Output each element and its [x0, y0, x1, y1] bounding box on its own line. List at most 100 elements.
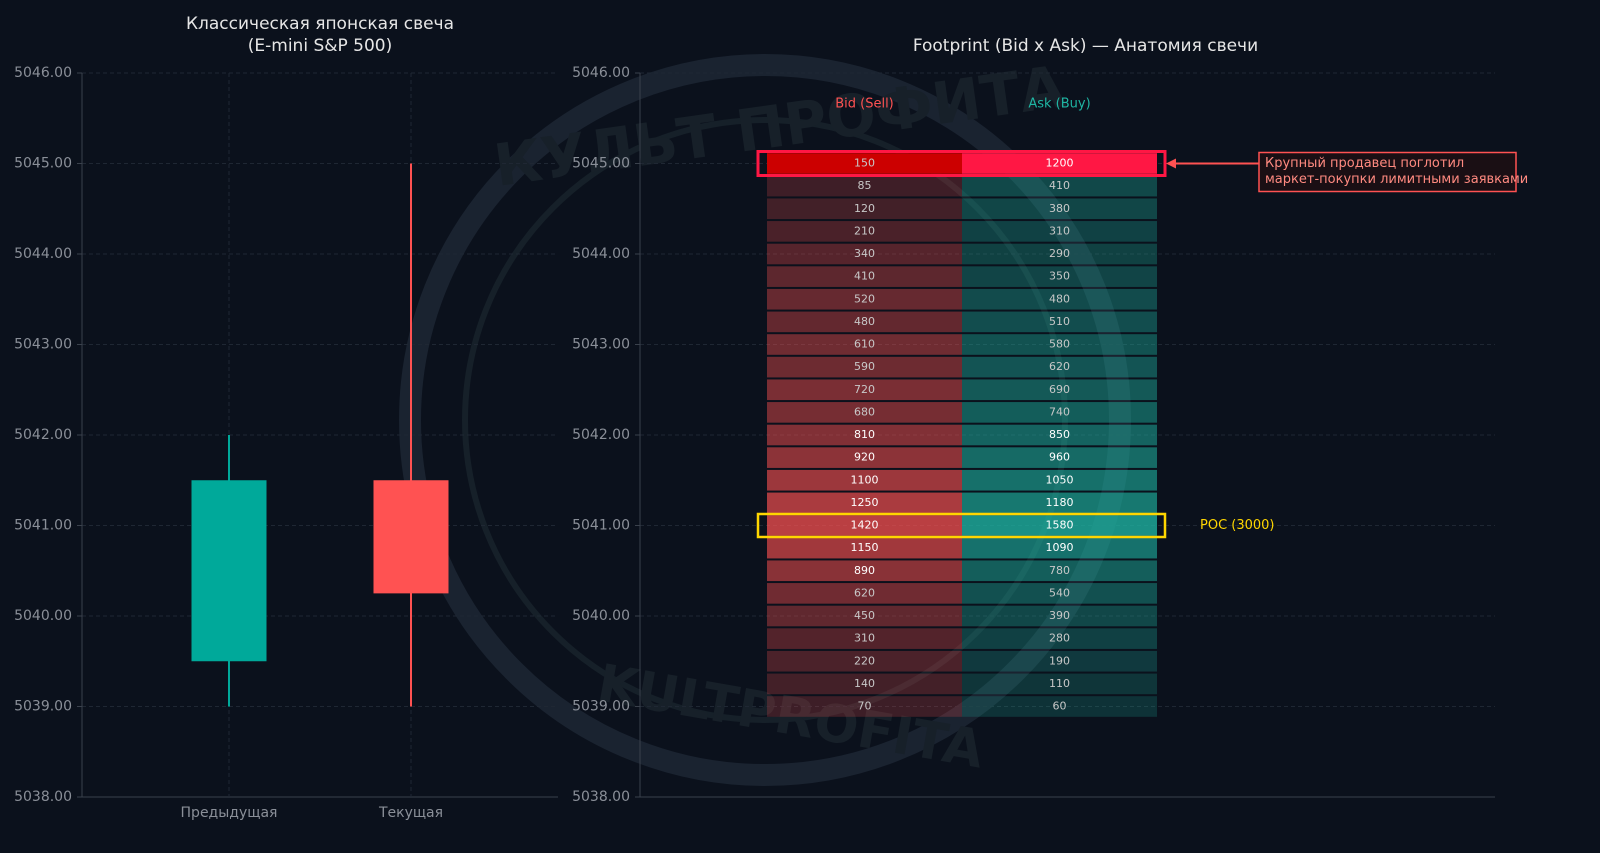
- footprint-cell: [962, 696, 1157, 717]
- y-tick-label: 5042.00: [14, 427, 72, 443]
- footprint-cell: [962, 537, 1157, 559]
- footprint-cell: [962, 469, 1157, 491]
- footprint-cell: [767, 221, 962, 242]
- cell-label: 210: [854, 224, 875, 237]
- y-tick-label: 5039.00: [14, 699, 72, 715]
- footprint-cell: [962, 243, 1157, 265]
- footprint-cell: [767, 583, 962, 604]
- footprint-cell: [767, 447, 962, 468]
- footprint-cell: [767, 560, 962, 582]
- cell-label: 1100: [851, 473, 879, 486]
- cell-label: 1180: [1046, 496, 1074, 509]
- y-tick-label: 5042.00: [572, 427, 630, 443]
- y-tick-label: 5045.00: [14, 156, 72, 172]
- y-tick-label: 5044.00: [572, 246, 630, 262]
- cell-label: 920: [854, 451, 875, 464]
- cell-label: 70: [858, 700, 872, 713]
- footprint-cell: [767, 492, 962, 514]
- cell-label: 810: [854, 428, 875, 441]
- footprint-cell: [767, 650, 962, 672]
- footprint-cell: [767, 605, 962, 627]
- footprint-cell: [767, 311, 962, 333]
- footprint-cell: [767, 379, 962, 401]
- footprint-cell: [767, 266, 962, 287]
- x-tick-label: Текущая: [378, 805, 443, 821]
- footprint-cell: [962, 492, 1157, 514]
- cell-label: 310: [1049, 224, 1070, 237]
- cell-label: 290: [1049, 247, 1070, 260]
- cell-label: 1420: [851, 519, 879, 532]
- footprint-cell: [962, 221, 1157, 242]
- cell-label: 690: [1049, 383, 1070, 396]
- y-tick-label: 5045.00: [572, 156, 630, 172]
- footprint-cell: [767, 175, 962, 197]
- cell-label: 1150: [851, 541, 879, 554]
- chart-title: Классическая японская свеча: [186, 14, 454, 34]
- footprint-cell: [962, 356, 1157, 378]
- cell-label: 1250: [851, 496, 879, 509]
- cell-label: 890: [854, 564, 875, 577]
- footprint-cell: [962, 515, 1157, 536]
- footprint-cell: [767, 469, 962, 491]
- footprint-cell: [962, 402, 1157, 423]
- footprint-cell: [767, 243, 962, 265]
- footprint-cell: [962, 605, 1157, 627]
- cell-label: 190: [1049, 654, 1070, 667]
- cell-label: 610: [854, 338, 875, 351]
- footprint-cell: [962, 198, 1157, 220]
- y-tick-label: 5043.00: [14, 337, 72, 353]
- cell-label: 480: [1049, 292, 1070, 305]
- footprint-cell: [767, 288, 962, 310]
- footprint-cell: [962, 650, 1157, 672]
- cell-label: 740: [1049, 405, 1070, 418]
- candle-body: [373, 480, 449, 594]
- cell-label: 60: [1053, 700, 1067, 713]
- cell-label: 620: [854, 586, 875, 599]
- cell-label: 110: [1049, 677, 1070, 690]
- candle-body: [191, 480, 267, 662]
- cell-label: 480: [854, 315, 875, 328]
- footprint-cell: [767, 424, 962, 446]
- y-tick-label: 5046.00: [14, 65, 72, 81]
- cell-label: 410: [854, 270, 875, 283]
- poc-box: [756, 512, 1167, 539]
- y-tick-label: 5041.00: [572, 518, 630, 534]
- footprint-cell: [962, 424, 1157, 446]
- footprint-cell: [767, 628, 962, 649]
- highlight-box: [756, 150, 1167, 177]
- cell-label: 280: [1049, 632, 1070, 645]
- footprint-cell: [962, 447, 1157, 468]
- footprint-cell: [962, 175, 1157, 197]
- y-tick-label: 5044.00: [14, 246, 72, 262]
- footprint-cell: [767, 334, 962, 355]
- cell-label: 680: [854, 405, 875, 418]
- cell-label: 410: [1049, 179, 1070, 192]
- y-tick-label: 5043.00: [572, 337, 630, 353]
- cell-label: 1090: [1046, 541, 1074, 554]
- column-header: Ask (Buy): [1028, 97, 1090, 112]
- footprint-cell: [962, 583, 1157, 604]
- cell-label: 150: [854, 157, 875, 170]
- cell-label: 1580: [1046, 519, 1074, 532]
- footprint-cell: [767, 537, 962, 559]
- column-header: Bid (Sell): [835, 97, 894, 112]
- cell-label: 380: [1049, 202, 1070, 215]
- cell-label: 310: [854, 632, 875, 645]
- footprint-cell: [962, 379, 1157, 401]
- cell-label: 520: [854, 292, 875, 305]
- footprint-cell: [767, 696, 962, 717]
- cell-label: 780: [1049, 564, 1070, 577]
- footprint-cell: [962, 153, 1157, 174]
- cell-label: 510: [1049, 315, 1070, 328]
- y-tick-label: 5038.00: [14, 789, 72, 805]
- footprint-cell: [962, 311, 1157, 333]
- footprint-cell: [767, 153, 962, 174]
- cell-label: 850: [1049, 428, 1070, 441]
- cell-label: 720: [854, 383, 875, 396]
- footprint-cell: [767, 673, 962, 695]
- cell-label: 350: [1049, 270, 1070, 283]
- footprint-cell: [767, 515, 962, 536]
